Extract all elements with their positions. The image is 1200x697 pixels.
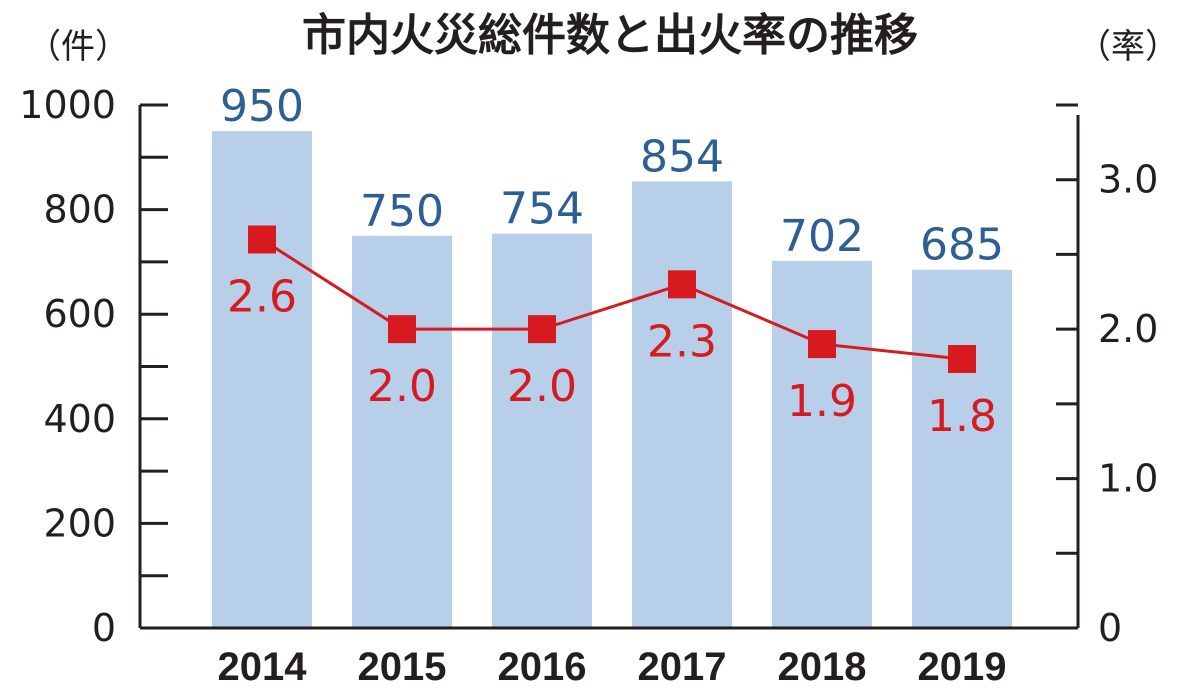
left-tick-label: 0: [92, 606, 116, 650]
x-tick-label: 2018: [778, 645, 867, 689]
rate-marker-2018: [808, 330, 836, 359]
rate-marker-2014: [248, 225, 276, 254]
bar-value-label: 702: [780, 211, 864, 262]
bar-value-label: 750: [360, 186, 444, 237]
rate-value-label: 2.0: [507, 361, 577, 412]
rate-value-label: 2.6: [227, 271, 297, 322]
x-tick-label: 2014: [218, 645, 308, 689]
bar-value-label: 754: [500, 184, 584, 235]
rate-line: [261, 238, 963, 361]
bar-2019: [912, 269, 1012, 628]
rate-marker-2015: [388, 315, 416, 344]
bar-value-label: 854: [640, 131, 724, 182]
x-tick-label: 2016: [498, 645, 587, 689]
rate-marker-2016: [528, 315, 556, 344]
bar-2018: [772, 260, 872, 628]
bar-series: [212, 131, 1012, 628]
bar-value-label: 950: [220, 81, 304, 132]
bar-value-label: 685: [920, 220, 1004, 271]
left-tick-label: 400: [43, 397, 116, 441]
line-series: [248, 225, 976, 374]
x-tick-label: 2019: [918, 645, 1007, 689]
left-tick-label: 1000: [19, 83, 116, 127]
x-tick-label: 2017: [638, 645, 727, 689]
right-tick-label: 1.0: [1098, 457, 1158, 501]
left-tick-label: 800: [43, 188, 116, 232]
right-axis-unit: （率）: [1077, 27, 1179, 67]
bar-2015: [352, 235, 452, 628]
bar-2014: [212, 131, 312, 628]
rate-value-label: 2.0: [367, 361, 437, 412]
rate-marker-2017: [668, 270, 696, 299]
x-tick-label: 2015: [358, 645, 447, 689]
right-tick-label: 2.0: [1098, 307, 1158, 351]
chart-title: 市内火災総件数と出火率の推移: [302, 10, 918, 61]
rate-value-label: 1.8: [927, 391, 997, 442]
right-tick-label: 0: [1098, 606, 1122, 650]
bar-2016: [492, 233, 592, 628]
rate-value-label: 2.3: [647, 316, 717, 367]
left-axis-unit: （件）: [27, 27, 129, 67]
axes: 0 200 400 600 800 1000 0 1.0 2.0 3.0 2014 2015 2016 2…: [19, 83, 1158, 689]
bar-2017: [632, 181, 732, 628]
left-tick-label: 600: [43, 292, 116, 336]
data-labels: 950 750 754 854 702 685 2.6 2.0 2.0 2.3 1.9 1.8: [220, 81, 1004, 442]
right-tick-label: 3.0: [1098, 158, 1158, 202]
rate-marker-2019: [948, 345, 976, 374]
left-tick-label: 200: [43, 501, 116, 545]
rate-value-label: 1.9: [787, 376, 857, 427]
